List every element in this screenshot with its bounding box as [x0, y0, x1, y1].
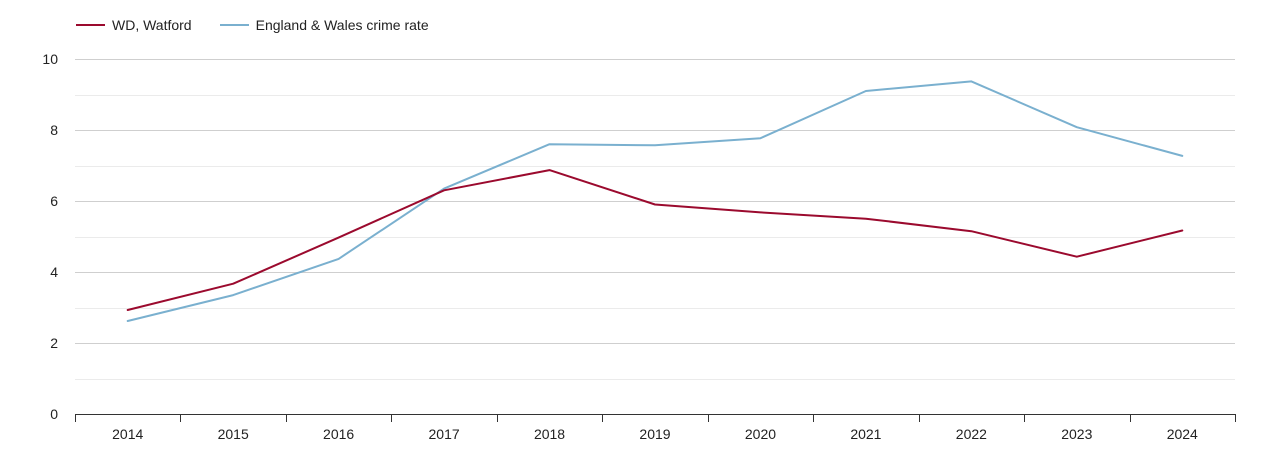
legend-label-england-wales: England & Wales crime rate — [255, 17, 429, 33]
series-line-england-wales — [126, 80, 1184, 322]
x-tick-label: 2021 — [850, 426, 881, 442]
x-tick-label: 2018 — [534, 426, 565, 442]
x-tick-label: 2016 — [323, 426, 354, 442]
legend-swatch-england-wales — [219, 24, 249, 26]
x-tick-label: 2024 — [1167, 426, 1198, 442]
chart-legend: WD, Watford England & Wales crime rate — [76, 15, 457, 35]
x-tick-label: 2019 — [639, 426, 670, 442]
x-tick-label: 2023 — [1061, 426, 1092, 442]
legend-swatch-watford — [76, 24, 105, 26]
legend-item-watford: WD, Watford — [76, 15, 192, 35]
y-tick-label: 0 — [50, 406, 58, 422]
x-tick-label: 2022 — [956, 426, 987, 442]
legend-label-watford: WD, Watford — [112, 17, 192, 33]
y-tick-label: 8 — [50, 122, 58, 138]
y-tick-label: 2 — [50, 335, 58, 351]
x-tick-label: 2014 — [112, 426, 143, 442]
x-tick-label: 2015 — [218, 426, 249, 442]
x-tick-label: 2017 — [429, 426, 460, 442]
series-line-watford — [126, 169, 1184, 311]
y-tick-label: 6 — [50, 193, 58, 209]
y-tick-label: 10 — [42, 51, 58, 67]
x-tick-label: 2020 — [745, 426, 776, 442]
y-tick-label: 4 — [50, 264, 58, 280]
legend-item-england-wales: England & Wales crime rate — [219, 15, 429, 35]
